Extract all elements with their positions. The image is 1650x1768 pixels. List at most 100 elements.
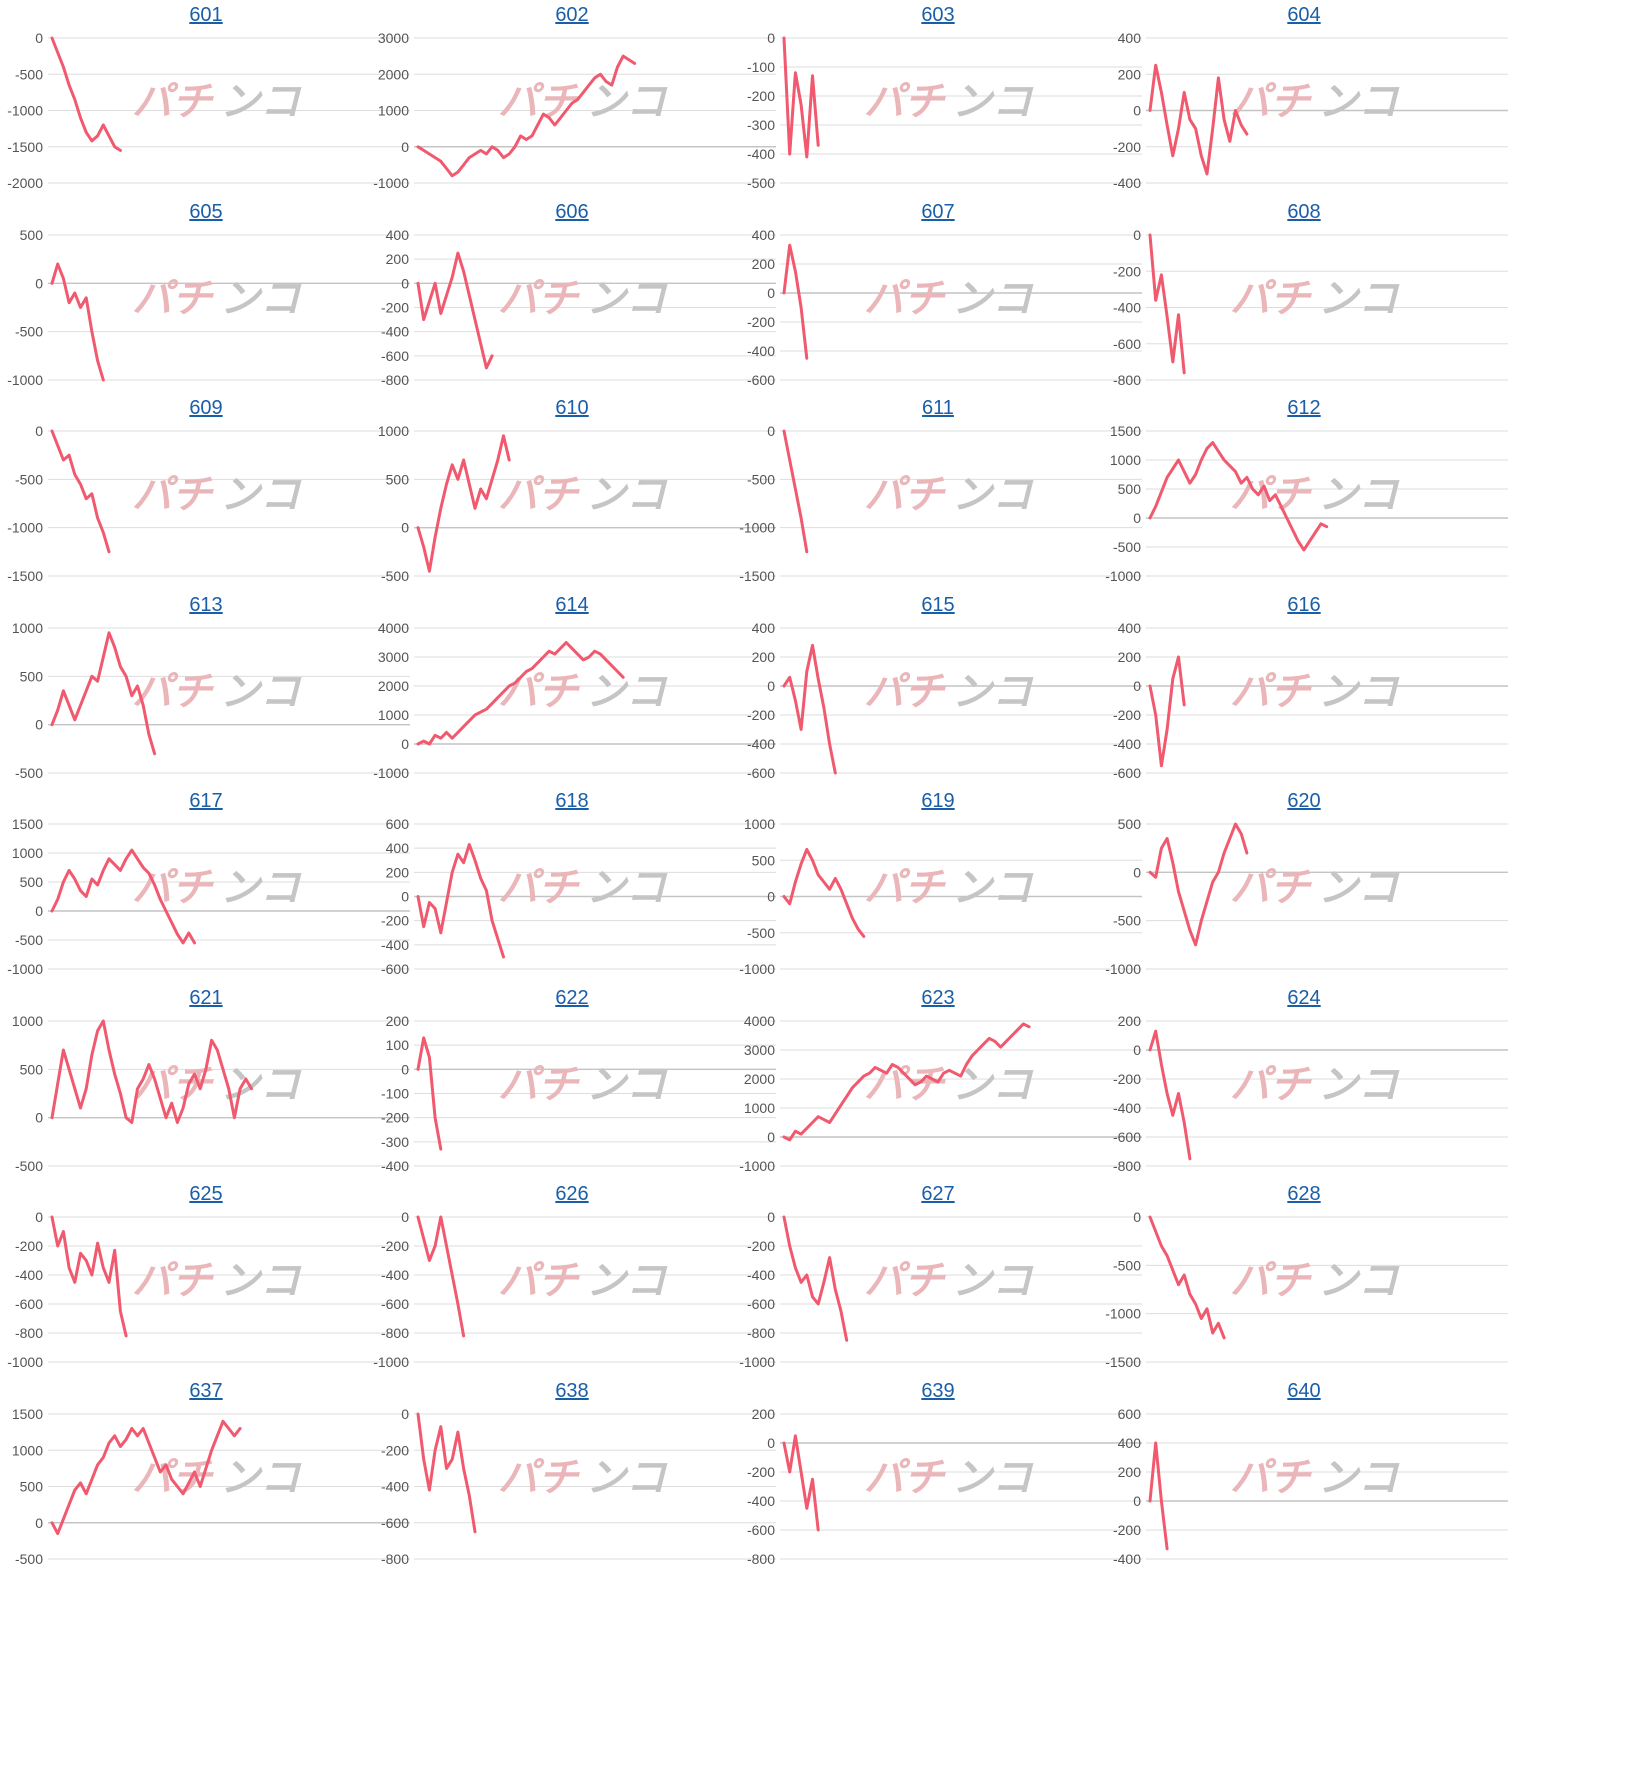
y-tick-label: -800 xyxy=(1113,372,1141,388)
chart-panel: 603 0 -100 -200 -300 -400 -500 パチ ンコ xyxy=(732,0,1144,221)
y-tick-label: 0 xyxy=(35,1109,43,1125)
watermark-part-a: パチ xyxy=(864,1455,946,1501)
watermark-part-a: パチ xyxy=(498,276,580,322)
line-chart: 0 -200 -400 -600 -800 -1000 パチ ンコ xyxy=(373,1209,776,1370)
chart-title-link[interactable]: 610 xyxy=(555,397,589,419)
y-tick-label: 1000 xyxy=(12,620,43,636)
y-tick-label: -500 xyxy=(15,471,43,487)
chart-title-link[interactable]: 602 xyxy=(555,4,589,26)
watermark: パチ ンコ xyxy=(498,79,668,125)
y-tick-label: 1500 xyxy=(1110,423,1141,439)
series-line xyxy=(416,1035,443,1151)
y-tick-label: 0 xyxy=(1133,1209,1141,1225)
chart-title-link[interactable]: 616 xyxy=(1287,593,1321,616)
y-tick-label: 200 xyxy=(1118,1013,1142,1029)
watermark: パチ ンコ xyxy=(1230,1062,1400,1108)
chart-title-link[interactable]: 622 xyxy=(555,986,589,1009)
y-tick-label: -200 xyxy=(747,1238,775,1254)
watermark-part-b: ンコ xyxy=(586,1062,668,1108)
chart-title-link[interactable]: 625 xyxy=(189,1183,223,1205)
chart-panel: 605 500 0 -500 -1000 パチ ンコ xyxy=(0,197,412,418)
watermark: パチ ンコ xyxy=(498,1062,668,1108)
chart-title-link[interactable]: 639 xyxy=(921,1379,955,1402)
watermark: パチ ンコ xyxy=(864,1062,1034,1108)
chart-title-link[interactable]: 607 xyxy=(921,200,955,223)
y-tick-label: -200 xyxy=(1113,139,1141,155)
watermark: パチ ンコ xyxy=(1230,865,1400,911)
watermark: パチ ンコ xyxy=(1230,1455,1400,1501)
chart-title-link[interactable]: 613 xyxy=(189,593,223,616)
chart-title-link[interactable]: 612 xyxy=(1287,397,1321,419)
series-line xyxy=(782,243,809,360)
watermark-part-a: パチ xyxy=(1230,1062,1312,1108)
chart-title-link[interactable]: 603 xyxy=(921,4,955,26)
watermark-part-a: パチ xyxy=(864,276,946,322)
y-tick-label: -300 xyxy=(747,117,775,133)
watermark-part-a: パチ xyxy=(132,669,214,715)
y-tick-label: -800 xyxy=(381,1551,409,1567)
line-chart: 0 -500 -1000 -1500 パチ ンコ xyxy=(739,423,1142,584)
line-chart: 400 200 0 -200 -400 -600 パチ ンコ xyxy=(747,620,1142,781)
y-tick-label: 0 xyxy=(767,678,775,694)
y-tick-label: 0 xyxy=(401,520,409,536)
line-chart: 500 0 -500 -1000 パチ ンコ xyxy=(7,227,410,388)
line-chart: 0 -200 -400 -600 -800 -1000 パチ ンコ xyxy=(739,1209,1142,1370)
chart-title-link[interactable]: 628 xyxy=(1287,1183,1321,1205)
watermark: パチ ンコ xyxy=(132,669,302,715)
y-tick-label: -600 xyxy=(1113,765,1141,781)
series-line xyxy=(1148,233,1186,374)
y-tick-label: -1000 xyxy=(7,1354,43,1370)
y-tick-label: -400 xyxy=(747,736,775,752)
chart-panel: 617 1500 1000 500 0 -500 -1000 パチ ンコ xyxy=(0,786,412,1007)
y-tick-label: -500 xyxy=(1113,1257,1141,1273)
chart-title-link[interactable]: 615 xyxy=(921,593,955,616)
y-tick-label: -1500 xyxy=(7,568,43,584)
watermark-part-b: ンコ xyxy=(1318,79,1400,125)
chart-title-link[interactable]: 621 xyxy=(189,986,223,1009)
y-tick-label: 0 xyxy=(1133,510,1141,526)
chart-title-link[interactable]: 611 xyxy=(922,397,954,419)
chart-panel: 607 400 200 0 -200 -400 -600 パチ ンコ xyxy=(732,197,1144,418)
chart-title-link[interactable]: 640 xyxy=(1287,1379,1321,1402)
watermark-part-a: パチ xyxy=(498,1455,580,1501)
chart-title-link[interactable]: 609 xyxy=(189,397,223,419)
y-tick-label: 1000 xyxy=(12,1442,43,1458)
y-tick-label: 200 xyxy=(1118,1464,1142,1480)
chart-title-link[interactable]: 620 xyxy=(1287,790,1321,812)
chart-title-link[interactable]: 623 xyxy=(921,986,955,1009)
y-tick-label: -1000 xyxy=(373,1354,409,1370)
chart-title-link[interactable]: 637 xyxy=(189,1379,223,1402)
chart-title-link[interactable]: 601 xyxy=(189,4,223,26)
y-tick-label: -600 xyxy=(747,765,775,781)
y-tick-label: -400 xyxy=(1113,1551,1141,1567)
chart-title-link[interactable]: 618 xyxy=(555,790,589,812)
y-tick-label: -1000 xyxy=(1105,1306,1141,1322)
chart-title-link[interactable]: 638 xyxy=(555,1379,589,1402)
y-tick-label: -400 xyxy=(1113,175,1141,191)
y-tick-label: -500 xyxy=(1113,913,1141,929)
y-tick-label: -800 xyxy=(1113,1158,1141,1174)
chart-title-link[interactable]: 619 xyxy=(921,790,955,812)
y-tick-label: 400 xyxy=(386,227,410,243)
line-chart: 600 400 200 0 -200 -400 パチ ンコ xyxy=(1113,1406,1508,1567)
y-tick-label: -1000 xyxy=(739,1158,775,1174)
chart-title-link[interactable]: 608 xyxy=(1287,200,1321,223)
y-tick-label: 500 xyxy=(20,1061,44,1077)
y-tick-label: 600 xyxy=(1118,1406,1142,1422)
chart-title-link[interactable]: 626 xyxy=(555,1183,589,1205)
chart-title-link[interactable]: 614 xyxy=(555,593,589,616)
watermark-part-a: パチ xyxy=(498,1062,580,1108)
chart-title-link[interactable]: 627 xyxy=(921,1183,955,1205)
y-tick-label: -400 xyxy=(15,1267,43,1283)
chart-title-link[interactable]: 617 xyxy=(189,790,223,812)
chart-title-link[interactable]: 624 xyxy=(1287,986,1321,1009)
y-tick-label: 0 xyxy=(767,423,775,439)
chart-title-link[interactable]: 605 xyxy=(189,200,223,223)
y-tick-label: 0 xyxy=(1133,1493,1141,1509)
chart-title-link[interactable]: 606 xyxy=(555,200,589,223)
chart-title-link[interactable]: 604 xyxy=(1287,4,1321,26)
watermark: パチ ンコ xyxy=(132,865,302,911)
y-tick-label: 400 xyxy=(1118,30,1142,46)
y-tick-label: -600 xyxy=(381,1514,409,1530)
line-chart: 1000 500 0 -500 パチ ンコ xyxy=(378,423,776,584)
